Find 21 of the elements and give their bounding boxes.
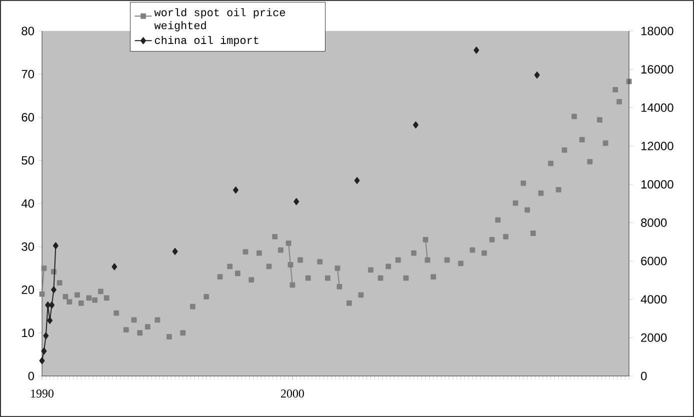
y2-tick-label: 2000 (641, 333, 667, 342)
x-tick-label: 1990 (31, 390, 54, 398)
y2-tick-label: 18000 (641, 26, 674, 36)
y-tick-label: 40 (21, 199, 34, 208)
y2-tick-label: 10000 (641, 180, 674, 189)
y2-tick-label: 0 (641, 372, 647, 380)
y-tick-label: 30 (22, 242, 34, 251)
y2-tick-label: 12000 (641, 142, 674, 150)
y2-tick-label: 16000 (641, 65, 674, 74)
y-tick-label: 10 (22, 328, 34, 338)
legend-label: china oil import (154, 36, 258, 46)
y2-tick-label: 6000 (641, 256, 667, 266)
y-tick-label: 20 (22, 286, 34, 294)
y2-tick-label: 8000 (641, 218, 667, 227)
y-tick-label: 60 (22, 113, 34, 122)
y-tick-label: 70 (22, 70, 34, 78)
y-tick-label: 50 (22, 156, 34, 165)
y2-tick-label: 14000 (641, 103, 674, 112)
y2-tick-label: 4000 (640, 295, 667, 304)
y-tick-label: 80 (22, 26, 34, 36)
y-tick-label: 0 (28, 372, 34, 380)
